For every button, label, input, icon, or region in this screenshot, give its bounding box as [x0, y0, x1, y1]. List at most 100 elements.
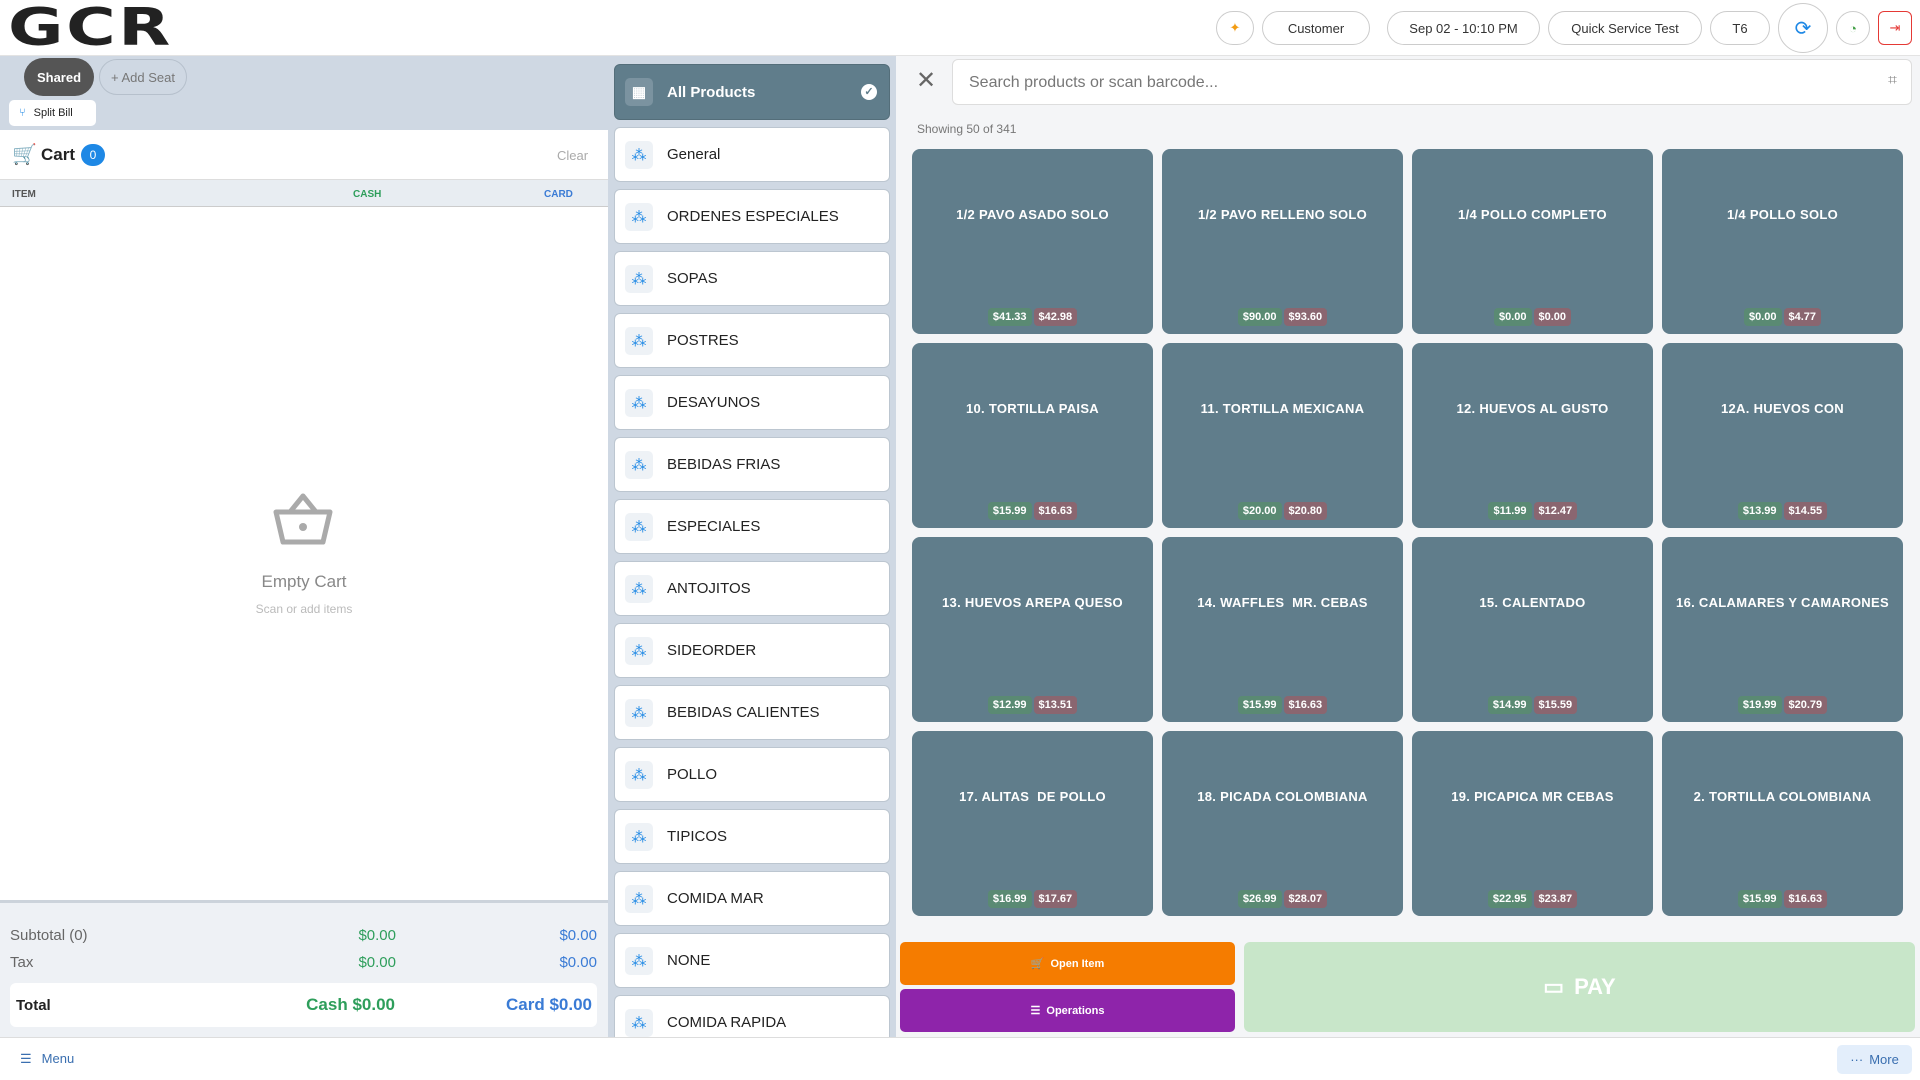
category-icon: ⁂ — [625, 326, 653, 355]
category-label: BEBIDAS FRIAS — [667, 456, 781, 473]
shared-seat[interactable]: Shared — [24, 58, 94, 96]
category-label: POSTRES — [667, 332, 739, 349]
category-button[interactable]: ⁂ COMIDA MAR — [614, 871, 890, 926]
more-label: More — [1869, 1052, 1899, 1067]
ai-button[interactable]: ✦ — [1216, 11, 1254, 45]
category-button[interactable]: ⁂ ESPECIALES — [614, 499, 890, 554]
search-placeholder: Search products or scan barcode... — [969, 74, 1219, 91]
product-cash-price: $15.99 — [1737, 890, 1782, 908]
category-icon: ⁂ — [625, 1008, 653, 1037]
search-box[interactable]: Search products or scan barcode... ⌗ — [952, 59, 1912, 105]
product-card-price: $12.47 — [1533, 502, 1578, 520]
subtotal-card: $0.00 — [559, 927, 597, 944]
operations-button[interactable]: ☰ Operations — [900, 989, 1235, 1032]
menu-label: Menu — [41, 1051, 75, 1066]
sync-button[interactable]: ⟳ — [1778, 3, 1828, 53]
col-cash: CASH — [353, 189, 382, 200]
add-seat[interactable]: + Add Seat — [99, 59, 187, 95]
more-button[interactable]: ··· More — [1837, 1045, 1912, 1074]
category-button[interactable]: ⁂ SOPAS — [614, 251, 890, 306]
product-cash-price: $26.99 — [1237, 890, 1282, 908]
clear-button[interactable]: Clear — [557, 148, 589, 163]
product-card[interactable]: 13. HUEVOS AREPA QUESO $12.99 $13.51 — [912, 537, 1153, 722]
tax-label: Tax — [10, 954, 34, 971]
operations-label: Operations — [1046, 1004, 1105, 1017]
location: Quick Service Test — [1571, 20, 1679, 36]
total-card: Card $0.00 — [506, 995, 592, 1014]
category-button[interactable]: ⁂ BEBIDAS CALIENTES — [614, 685, 890, 740]
subtotal-label: Subtotal (0) — [10, 927, 88, 944]
datetime-button[interactable]: Sep 02 - 10:10 PM — [1387, 11, 1540, 45]
product-card-price: $16.63 — [1033, 502, 1078, 520]
wifi-button[interactable]: ◔ — [1836, 11, 1870, 45]
logout-button[interactable]: ⇥ — [1878, 11, 1912, 45]
close-button[interactable]: ✕ — [916, 67, 937, 94]
product-card[interactable]: 14. WAFFLES MR. CEBAS $15.99 $16.63 — [1162, 537, 1403, 722]
category-button[interactable]: ▦ All Products ✓ — [614, 64, 890, 120]
table-button[interactable]: T6 — [1710, 11, 1770, 45]
category-button[interactable]: ⁂ POLLO — [614, 747, 890, 802]
product-card[interactable]: 2. TORTILLA COLOMBIANA $15.99 $16.63 — [1662, 731, 1903, 916]
product-name: 14. WAFFLES MR. CEBAS — [1197, 594, 1368, 610]
product-card[interactable]: 15. CALENTADO $14.99 $15.59 — [1412, 537, 1653, 722]
category-button[interactable]: ⁂ DESAYUNOS — [614, 375, 890, 430]
customer-button[interactable]: Customer — [1262, 11, 1370, 45]
category-button[interactable]: ⁂ POSTRES — [614, 313, 890, 368]
category-label: ORDENES ESPECIALES — [667, 208, 839, 225]
product-card[interactable]: 12A. HUEVOS CON $13.99 $14.55 — [1662, 343, 1903, 528]
product-name: 1/4 POLLO SOLO — [1726, 206, 1839, 222]
product-card[interactable]: 19. PICAPICA MR CEBAS $22.95 $23.87 — [1412, 731, 1653, 916]
category-icon: ⁂ — [625, 636, 653, 665]
product-card-price: $28.07 — [1283, 890, 1328, 908]
category-button[interactable]: ⁂ COMIDA RAPIDA — [614, 995, 890, 1037]
total-label: Total — [16, 997, 51, 1014]
category-button[interactable]: ⁂ SIDEORDER — [614, 623, 890, 678]
footer: ☰ Menu ··· More — [0, 1037, 1920, 1080]
product-cash-price: $15.99 — [987, 502, 1032, 520]
product-name: 15. CALENTADO — [1479, 594, 1586, 610]
product-card[interactable]: 12. HUEVOS AL GUSTO $11.99 $12.47 — [1412, 343, 1653, 528]
product-card[interactable]: 1/4 POLLO COMPLETO $0.00 $0.00 — [1412, 149, 1653, 334]
product-card[interactable]: 10. TORTILLA PAISA $15.99 $16.63 — [912, 343, 1153, 528]
category-icon: ⁂ — [625, 698, 653, 727]
product-card[interactable]: 17. ALITAS DE POLLO $16.99 $17.67 — [912, 731, 1153, 916]
product-card[interactable]: 1/4 POLLO SOLO $0.00 $4.77 — [1662, 149, 1903, 334]
open-item-button[interactable]: 🛒 Open Item — [900, 942, 1235, 985]
category-label: COMIDA RAPIDA — [667, 1014, 787, 1031]
location-button[interactable]: Quick Service Test — [1548, 11, 1702, 45]
category-label: All Products — [667, 83, 756, 101]
category-button[interactable]: ⁂ ORDENES ESPECIALES — [614, 189, 890, 244]
category-icon: ⁂ — [625, 822, 653, 851]
tax-card: $0.00 — [559, 954, 597, 971]
product-card[interactable]: 11. TORTILLA MEXICANA $20.00 $20.80 — [1162, 343, 1403, 528]
pay-button[interactable]: ▭ PAY — [1244, 942, 1915, 1032]
product-card-price: $16.63 — [1283, 696, 1328, 714]
category-label: General — [667, 146, 721, 163]
category-icon: ⁂ — [625, 450, 653, 479]
category-icon: ⁂ — [625, 202, 653, 231]
category-button[interactable]: ⁂ ANTOJITOS — [614, 561, 890, 616]
product-card-price: $4.77 — [1783, 308, 1822, 326]
product-cash-price: $0.00 — [1743, 308, 1782, 326]
product-card[interactable]: 18. PICADA COLOMBIANA $26.99 $28.07 — [1162, 731, 1403, 916]
product-card[interactable]: 16. CALAMARES Y CAMARONES $19.99 $20.79 — [1662, 537, 1903, 722]
category-label: TIPICOS — [667, 828, 728, 845]
product-name: 11. TORTILLA MEXICANA — [1200, 400, 1365, 416]
category-button[interactable]: ⁂ BEBIDAS FRIAS — [614, 437, 890, 492]
menu-button[interactable]: ☰ Menu — [20, 1051, 75, 1066]
table: T6 — [1732, 20, 1748, 36]
category-button[interactable]: ⁂ TIPICOS — [614, 809, 890, 864]
category-button[interactable]: ⁂ General — [614, 127, 890, 182]
product-card[interactable]: 1/2 PAVO RELLENO SOLO $90.00 $93.60 — [1162, 149, 1403, 334]
category-icon: ⁂ — [625, 884, 653, 913]
split-bill[interactable]: ⑂ Split Bill — [9, 100, 96, 126]
subtotal-cash: $0.00 — [358, 927, 396, 944]
category-button[interactable]: ⁂ NONE — [614, 933, 890, 988]
category-icon: ▦ — [625, 78, 653, 106]
product-cash-price: $14.99 — [1487, 696, 1532, 714]
col-item: ITEM — [12, 189, 36, 200]
product-name: 1/4 POLLO COMPLETO — [1458, 206, 1607, 222]
product-cash-price: $11.99 — [1488, 502, 1532, 520]
product-name: 2. TORTILLA COLOMBIANA — [1693, 788, 1872, 804]
product-card[interactable]: 1/2 PAVO ASADO SOLO $41.33 $42.98 — [912, 149, 1153, 334]
